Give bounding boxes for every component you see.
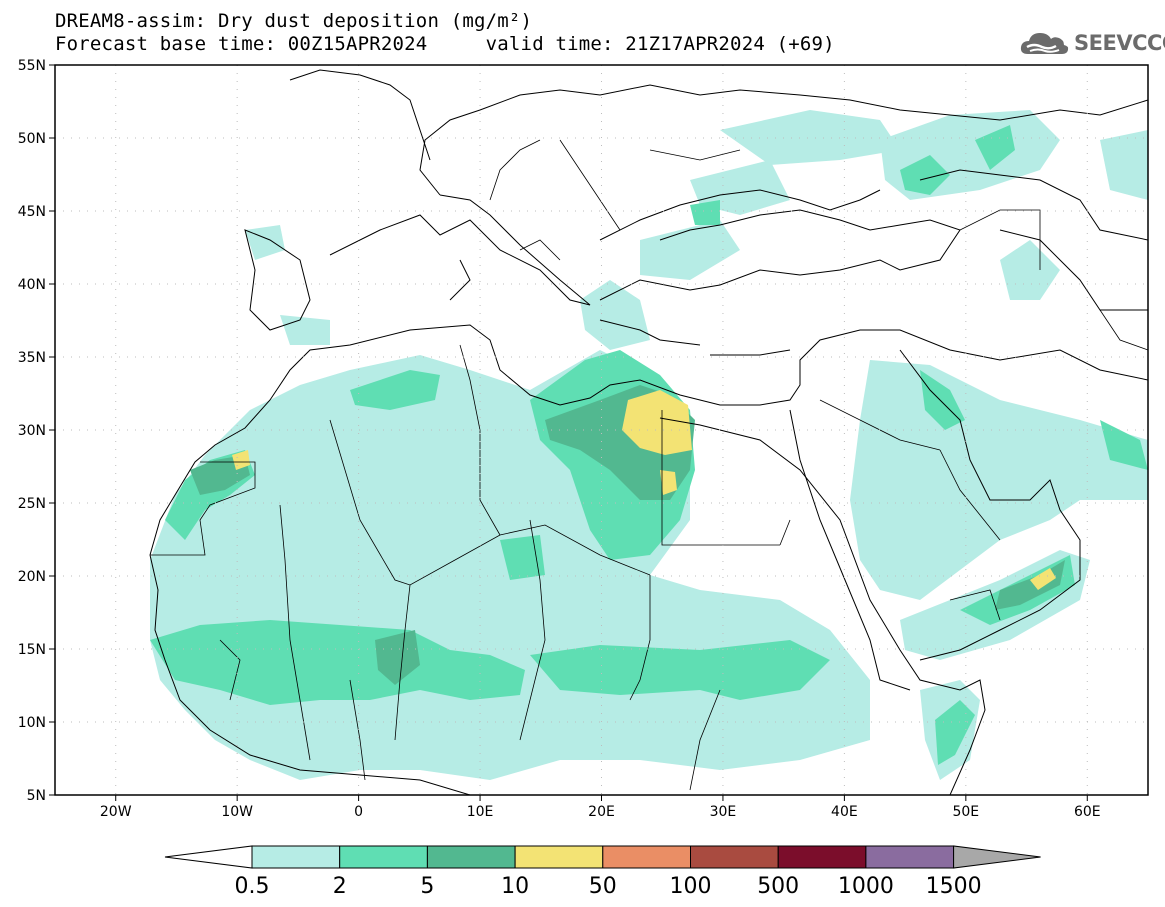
colorbar-under-triangle xyxy=(164,845,253,869)
colorbar-swatch xyxy=(865,845,955,869)
lon-tick-label: 0 xyxy=(354,804,363,820)
colorbar-swatch xyxy=(690,845,779,869)
colorbar-swatch xyxy=(777,845,867,869)
longitude-labels: 20W 10W 0 10E 20E 30E 40E 50E 60E xyxy=(100,795,1101,820)
colorbar-swatch xyxy=(339,845,428,869)
dust-contour-10-50 xyxy=(232,390,1056,590)
lon-tick-label: 50E xyxy=(952,804,979,820)
colorbar-over-triangle xyxy=(953,845,1041,869)
lat-tick-label: 10N xyxy=(18,715,46,731)
logo-text: SEEVCCC xyxy=(1074,31,1165,55)
colorbar-label: 1000 xyxy=(838,874,894,899)
colorbar-label: 5 xyxy=(420,874,434,899)
colorbar-label: 2 xyxy=(333,874,347,899)
forecast-time-subtitle: Forecast base time: 00Z15APR2024 valid t… xyxy=(55,33,835,55)
lon-tick-label: 20W xyxy=(100,804,132,820)
seevccc-logo: SEEVCCC xyxy=(1018,26,1165,60)
latitude-labels: 55N 50N 45N 40N 35N 30N 25N 20N 15N 10N 5N xyxy=(18,58,55,804)
lon-tick-label: 30E xyxy=(710,804,737,820)
lon-tick-label: 60E xyxy=(1074,804,1101,820)
colorbar-swatch xyxy=(602,845,691,869)
coastlines xyxy=(149,69,1148,795)
lon-tick-label: 10W xyxy=(221,804,253,820)
colorbar-label: 100 xyxy=(670,874,712,899)
colorbar-label: 10 xyxy=(501,874,529,899)
lon-tick-label: 10E xyxy=(467,804,494,820)
lon-tick-label: 20E xyxy=(588,804,615,820)
colorbar-swatch xyxy=(251,845,341,869)
lat-tick-label: 15N xyxy=(18,642,46,658)
colorbar-label: 1500 xyxy=(926,874,982,899)
lon-tick-label: 40E xyxy=(831,804,858,820)
lat-tick-label: 35N xyxy=(18,350,46,366)
country-borders xyxy=(150,139,1148,791)
lat-tick-label: 25N xyxy=(18,496,46,512)
gridlines xyxy=(55,65,1148,795)
lat-tick-label: 20N xyxy=(18,569,46,585)
colorbar-swatch xyxy=(514,845,604,869)
lat-tick-label: 50N xyxy=(18,131,46,147)
colorbar-swatch xyxy=(426,845,516,869)
lat-tick-label: 30N xyxy=(18,423,46,439)
colorbar-label: 50 xyxy=(589,874,617,899)
lat-tick-label: 45N xyxy=(18,204,46,220)
colorbar-label: 0.5 xyxy=(235,874,270,899)
colorbar-label: 500 xyxy=(757,874,799,899)
map-title: DREAM8-assim: Dry dust deposition (mg/m²… xyxy=(55,10,533,32)
lat-tick-label: 5N xyxy=(27,788,46,804)
cloud-logo-icon xyxy=(1020,33,1069,54)
lat-tick-label: 40N xyxy=(18,277,46,293)
colorbar: 0.5 2 5 10 50 100 500 1000 1500 xyxy=(164,845,1041,899)
lat-tick-label: 55N xyxy=(18,58,46,74)
